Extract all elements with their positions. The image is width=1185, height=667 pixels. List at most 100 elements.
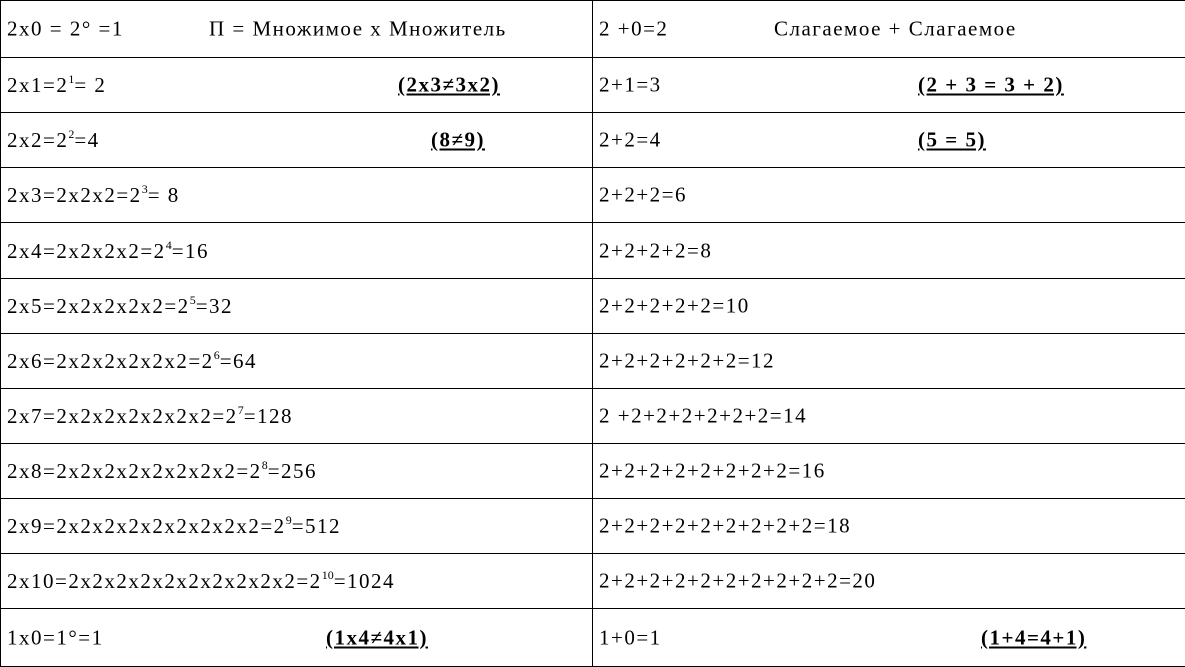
expression: 2x10=2x2x2x2x2x2x2x2x2x2=2 xyxy=(7,569,322,593)
expression: 2+2+2+2+2+2+2+2+2=18 xyxy=(599,513,852,538)
cell-text: 2x4=2x2x2x2=24=16 xyxy=(7,238,209,264)
cell-text: 2x0 = 2° =1 xyxy=(7,17,124,42)
cell-text: 2x8=2x2x2x2x2x2x2x2=28=256 xyxy=(7,458,317,484)
expression: 2x3=2x2x2=2 xyxy=(7,183,142,207)
table-cell: 2 +0=2 Слагаемое + Слагаемое xyxy=(592,0,1185,58)
cell-text: 2+2+2+2+2+2+2+2+2+2=20 xyxy=(599,569,876,594)
expression: 2+2=4 xyxy=(599,127,662,152)
cell-text: 2+2=4 xyxy=(599,128,662,153)
expression: 2+2+2+2+2+2+2+2=16 xyxy=(599,458,826,483)
table-cell: 2x0 = 2° =1 П = Множимое x Множитель xyxy=(0,0,593,58)
table-cell: 2 +2+2+2+2+2+2=14 xyxy=(592,388,1185,444)
expression-result: =4 xyxy=(74,128,100,152)
expression: 2+2+2+2+2+2+2+2+2+2=20 xyxy=(599,568,877,593)
table-cell: 2+2+2+2+2+2+2+2+2=18 xyxy=(592,498,1185,554)
cell-note: (2 + 3 = 3 + 2) xyxy=(918,72,1064,97)
table-cell: 2+2+2+2+2+2+2+2+2+2=20 xyxy=(592,553,1185,609)
expression-result: = 2 xyxy=(74,73,107,97)
expression: 2x5=2x2x2x2x2=2 xyxy=(7,294,190,318)
expression-result: =1024 xyxy=(333,569,396,593)
table-cell: 2x8=2x2x2x2x2x2x2x2=28=256 xyxy=(0,443,593,499)
expression-result: =512 xyxy=(291,514,342,538)
cell-text: 1+0=1 xyxy=(599,625,662,650)
table-cell: 1x0=1°=1 (1x4≠4x1) xyxy=(0,608,593,667)
table-cell: 2+2+2+2+2+2=12 xyxy=(592,333,1185,389)
table-cell: 2x2=22=4 (8≠9) xyxy=(0,112,593,168)
expression: 2 +2+2+2+2+2+2=14 xyxy=(599,403,808,428)
expression: 2+1=3 xyxy=(599,72,662,97)
table-cell: 2x6=2x2x2x2x2x2=26=64 xyxy=(0,333,593,389)
expression: 2x8=2x2x2x2x2x2x2x2=2 xyxy=(7,459,262,483)
table-cell: 2x1=21= 2 (2x3≠3x2) xyxy=(0,57,593,113)
cell-text: 2+2+2=6 xyxy=(599,183,687,208)
exponent: 9 xyxy=(285,513,292,527)
expression: 2+2+2+2+2+2=12 xyxy=(599,348,776,373)
cell-note: (1x4≠4x1) xyxy=(326,625,429,649)
table-cell: 2+2=4 (5 = 5) xyxy=(592,112,1185,168)
cell-text: 2+2+2+2+2=10 xyxy=(599,294,750,319)
cell-text: 2x3=2x2x2=23= 8 xyxy=(7,182,180,208)
expression: 1+0=1 xyxy=(599,625,662,649)
expression-result: =32 xyxy=(195,294,234,318)
cell-text: 2x10=2x2x2x2x2x2x2x2x2x2=210=1024 xyxy=(7,568,395,594)
table-cell: 2+2+2+2=8 xyxy=(592,222,1185,279)
expression: 2x6=2x2x2x2x2x2=2 xyxy=(7,349,214,373)
exponent: 5 xyxy=(189,293,196,307)
cell-text: 2 +0=2 xyxy=(599,17,668,42)
exponent: 8 xyxy=(261,458,268,472)
table-cell: 2+2+2+2+2=10 xyxy=(592,278,1185,334)
expression-result: =128 xyxy=(243,404,294,428)
cell-text: 2 +2+2+2+2+2+2=14 xyxy=(599,404,807,429)
cell-note: (2x3≠3x2) xyxy=(398,72,501,97)
expression: 2x1=2 xyxy=(7,73,69,97)
expression: 2x7=2x2x2x2x2x2x2=2 xyxy=(7,404,238,428)
cell-text: 2x2=22=4 xyxy=(7,127,100,153)
expression: 2+2+2+2=8 xyxy=(599,238,713,262)
table-cell: 2+2+2+2+2+2+2+2=16 xyxy=(592,443,1185,499)
cell-text: 2+2+2+2+2+2+2+2+2=18 xyxy=(599,514,851,539)
exponent: 10 xyxy=(321,568,334,582)
exponent: 2 xyxy=(68,127,75,141)
table-cell: 2+1=3 (2 + 3 = 3 + 2) xyxy=(592,57,1185,113)
cell-text: 2x1=21= 2 xyxy=(7,72,106,98)
expression-result: =256 xyxy=(267,459,318,483)
expression-result: =64 xyxy=(219,349,258,373)
cell-note: П = Множимое x Множитель xyxy=(209,16,507,41)
expression: 2x4=2x2x2x2=2 xyxy=(7,238,166,263)
cell-text: 2x5=2x2x2x2x2=25=32 xyxy=(7,293,233,319)
cell-text: 2+2+2+2+2+2=12 xyxy=(599,349,775,374)
table-cell: 2x4=2x2x2x2=24=16 xyxy=(0,222,593,279)
cell-text: 1x0=1°=1 xyxy=(7,625,104,650)
cell-note: (8≠9) xyxy=(431,127,486,152)
expression: 2 +0=2 xyxy=(599,16,669,41)
table-cell: 2x7=2x2x2x2x2x2x2=27=128 xyxy=(0,388,593,444)
table-cell: 2x9=2x2x2x2x2x2x2x2x2=29=512 xyxy=(0,498,593,554)
expression: 2+2+2+2+2=10 xyxy=(599,293,750,318)
expression: 2x9=2x2x2x2x2x2x2x2x2=2 xyxy=(7,514,286,538)
cell-note: (5 = 5) xyxy=(918,127,986,152)
expression-result: = 8 xyxy=(147,183,180,207)
table-cell: 2x5=2x2x2x2x2=25=32 xyxy=(0,278,593,334)
cell-text: 2x9=2x2x2x2x2x2x2x2x2=29=512 xyxy=(7,513,341,539)
expression: 2+2+2=6 xyxy=(599,182,688,207)
cell-text: 2x7=2x2x2x2x2x2x2=27=128 xyxy=(7,403,293,429)
cell-note: Слагаемое + Слагаемое xyxy=(774,16,1017,41)
table-cell: 2x3=2x2x2=23= 8 xyxy=(0,167,593,223)
cell-text: 2+2+2+2+2+2+2+2=16 xyxy=(599,459,826,484)
cell-text: 2x6=2x2x2x2x2x2=26=64 xyxy=(7,348,257,374)
exponent: 1 xyxy=(68,72,75,86)
cell-text: 2+2+2+2=8 xyxy=(599,238,712,263)
table-cell: 2x10=2x2x2x2x2x2x2x2x2x2=210=1024 xyxy=(0,553,593,609)
cell-note: (1+4=4+1) xyxy=(981,625,1087,649)
table-cell: 1+0=1 (1+4=4+1) xyxy=(592,608,1185,667)
exponent: 6 xyxy=(213,348,220,362)
cell-text: 2+1=3 xyxy=(599,73,662,98)
exponent: 4 xyxy=(165,237,172,252)
table-cell: 2+2+2=6 xyxy=(592,167,1185,223)
expression: 1x0=1°=1 xyxy=(7,625,104,649)
expression: 2x2=2 xyxy=(7,128,69,152)
exponent: 3 xyxy=(141,182,148,196)
expression-result: =16 xyxy=(171,238,210,263)
expression: 2x0 = 2° =1 xyxy=(7,16,124,41)
